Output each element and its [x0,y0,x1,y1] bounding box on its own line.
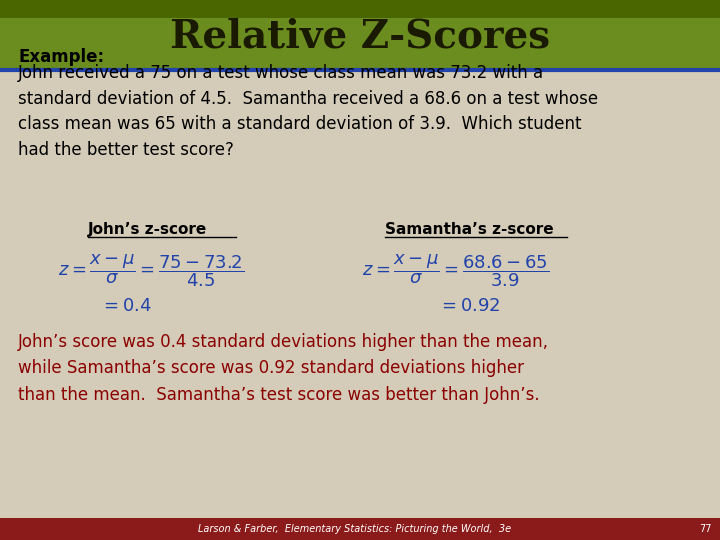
FancyBboxPatch shape [0,518,720,540]
Text: Larson & Farber,  Elementary Statistics: Picturing the World,  3e: Larson & Farber, Elementary Statistics: … [199,524,512,534]
FancyBboxPatch shape [0,0,720,18]
Text: John’s z-score: John’s z-score [88,222,207,237]
Text: $= 0.92$: $= 0.92$ [438,297,500,315]
Text: 77: 77 [698,524,711,534]
Text: Relative Z-Scores: Relative Z-Scores [170,17,550,55]
FancyBboxPatch shape [0,0,720,70]
Text: $z = \dfrac{x - \mu}{\sigma} = \dfrac{68.6 - 65}{3.9}$: $z = \dfrac{x - \mu}{\sigma} = \dfrac{68… [362,252,549,289]
Text: John received a 75 on a test whose class mean was 73.2 with a
standard deviation: John received a 75 on a test whose class… [18,64,598,159]
Text: $= 0.4$: $= 0.4$ [100,297,152,315]
Text: $z = \dfrac{x - \mu}{\sigma} = \dfrac{75 - 73.2}{4.5}$: $z = \dfrac{x - \mu}{\sigma} = \dfrac{75… [58,252,244,289]
Text: Samantha’s z-score: Samantha’s z-score [385,222,554,237]
Text: Example:: Example: [18,48,104,66]
Text: John’s score was 0.4 standard deviations higher than the mean,
while Samantha’s : John’s score was 0.4 standard deviations… [18,333,549,404]
